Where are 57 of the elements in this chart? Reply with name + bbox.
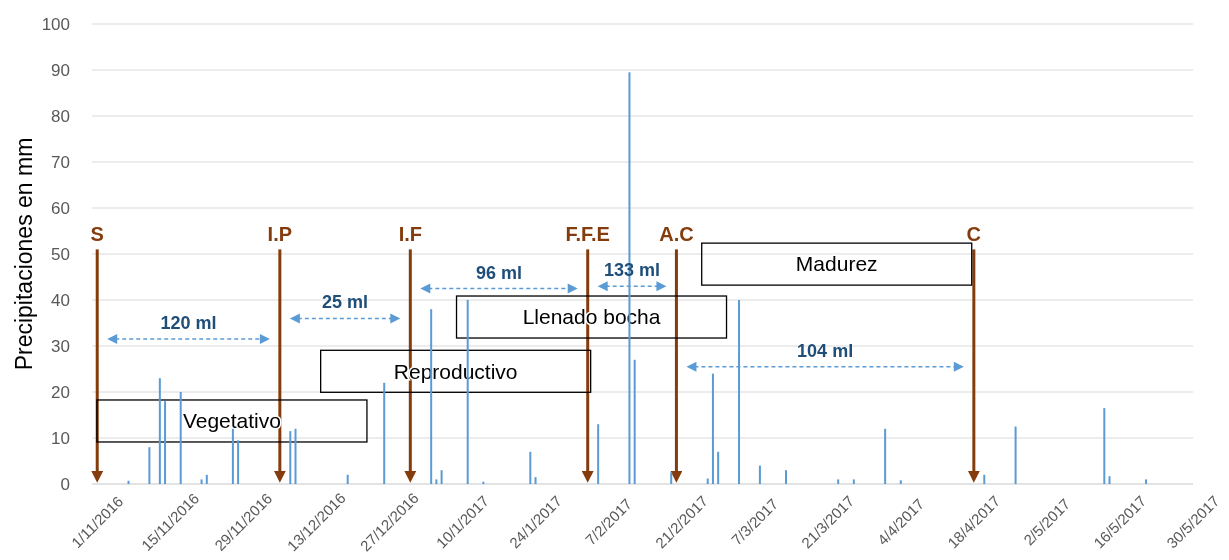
- bar: [738, 300, 741, 484]
- bar: [1014, 426, 1017, 484]
- bar: [1108, 476, 1111, 484]
- bar: [148, 447, 151, 484]
- y-tick-label: 70: [51, 152, 70, 172]
- y-tick-label: 10: [51, 428, 70, 448]
- bar: [785, 470, 787, 484]
- y-tick-label: 0: [60, 474, 70, 494]
- bar: [711, 373, 714, 484]
- bar: [200, 479, 203, 484]
- bar: [899, 480, 902, 484]
- ref-line-label: A.C: [659, 223, 694, 246]
- bar: [1145, 479, 1148, 484]
- ref-line-label: C: [966, 223, 982, 246]
- bar: [983, 474, 986, 484]
- y-tick-label: 80: [51, 106, 70, 126]
- bar: [435, 479, 438, 484]
- ref-line-label: I.F: [398, 223, 422, 246]
- bar: [440, 470, 443, 484]
- y-tick-label: 50: [51, 244, 70, 264]
- annotation: 104 ml: [797, 340, 854, 361]
- y-tick-label: 30: [51, 336, 70, 356]
- bar: [346, 474, 349, 484]
- bar: [884, 428, 887, 484]
- bar: [289, 431, 292, 484]
- bar: [164, 401, 167, 484]
- bar: [383, 382, 386, 484]
- bar: [717, 451, 720, 484]
- annotation: Madurez: [795, 252, 878, 276]
- bar: [127, 480, 130, 484]
- bar: [706, 478, 709, 484]
- annotation: 120 ml: [160, 313, 217, 334]
- bar: [237, 440, 240, 484]
- annotation: 25 ml: [322, 292, 369, 313]
- bar: [294, 428, 297, 484]
- bar: [534, 477, 537, 484]
- bar: [633, 359, 636, 484]
- y-tick-label: 90: [51, 60, 70, 80]
- bar: [179, 392, 182, 484]
- bar: [1103, 408, 1106, 484]
- bar: [758, 465, 761, 484]
- y-tick-label: 40: [51, 290, 70, 310]
- y-tick-label: 20: [51, 382, 70, 402]
- bar: [158, 378, 161, 484]
- bar: [205, 474, 208, 484]
- bar: [837, 479, 840, 484]
- y-tick-label: 100: [41, 14, 70, 34]
- bar: [597, 424, 600, 484]
- y-axis-title: Precipitaciones en mm: [11, 137, 37, 371]
- ref-line-label: I.P: [267, 223, 293, 246]
- bar: [670, 472, 673, 484]
- ref-line-label: S: [90, 223, 104, 246]
- y-tick-label: 60: [51, 198, 70, 218]
- annotation: 96 ml: [475, 262, 523, 283]
- bar: [852, 479, 855, 484]
- bar: [529, 451, 532, 484]
- ref-line-label: F.F.E: [565, 223, 610, 246]
